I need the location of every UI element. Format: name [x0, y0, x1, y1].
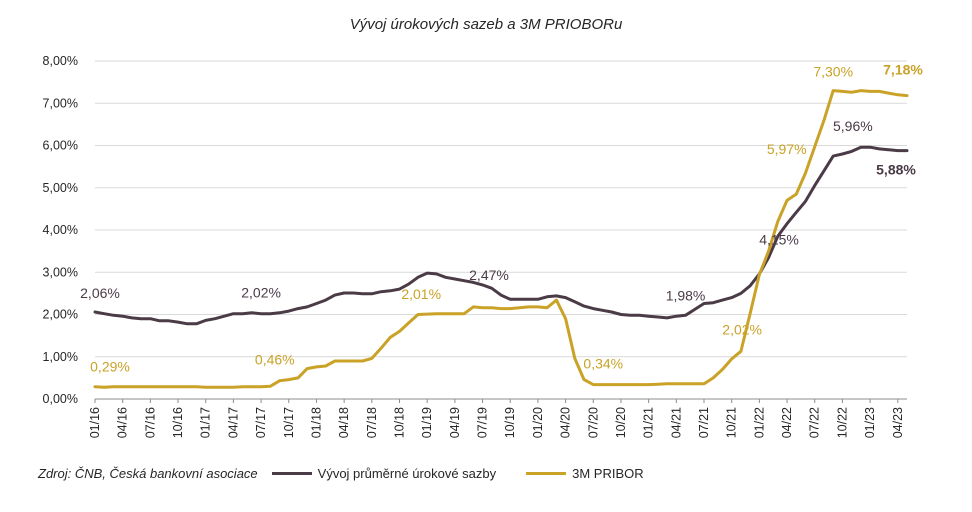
data-label: 2,02%	[722, 322, 762, 338]
legend-item-average-rate: Vývoj průměrné úrokové sazby	[271, 466, 497, 481]
x-tick-label: 07/20	[586, 407, 600, 438]
data-label: 5,96%	[833, 118, 873, 134]
y-tick-label: 1,00%	[43, 350, 78, 364]
x-tick-label: 07/19	[476, 407, 490, 438]
data-label: 7,30%	[813, 64, 853, 80]
x-tick-label: 10/17	[282, 407, 296, 438]
data-label: 4,15%	[759, 232, 799, 248]
x-tick-label: 04/20	[559, 407, 573, 438]
x-tick-label: 01/23	[863, 407, 877, 438]
data-label: 2,47%	[469, 267, 509, 283]
chart-title: Vývoj úrokových sazeb a 3M PRIOBORu	[349, 16, 623, 33]
x-tick-label: 01/17	[199, 407, 213, 438]
y-tick-label: 4,00%	[43, 223, 78, 237]
x-tick-label: 10/20	[614, 407, 628, 438]
y-tick-label: 5,00%	[43, 181, 78, 195]
x-tick-label: 04/16	[116, 407, 130, 438]
x-tick-label: 07/17	[254, 407, 268, 438]
data-label: 2,02%	[241, 285, 281, 301]
data-label: 5,88%	[876, 162, 916, 178]
x-tick-label: 04/23	[891, 407, 905, 438]
data-label: 2,01%	[401, 286, 441, 302]
x-tick-label: 04/19	[448, 407, 462, 438]
chart-footer: Zdroj: ČNB, Česká bankovní asociace Vývo…	[38, 466, 644, 481]
data-label: 2,06%	[80, 285, 120, 301]
y-tick-label: 7,00%	[43, 96, 78, 110]
x-tick-label: 07/18	[365, 407, 379, 438]
x-tick-label: 01/19	[420, 407, 434, 438]
legend-label-average-rate: Vývoj průměrné úrokové sazby	[317, 466, 497, 481]
x-tick-label: 01/16	[88, 407, 102, 438]
x-tick-label: 01/18	[309, 407, 323, 438]
series-line-pribor	[93, 89, 909, 389]
data-label: 0,34%	[583, 356, 623, 372]
x-tick-label: 01/21	[642, 407, 656, 438]
x-tick-label: 10/16	[171, 407, 185, 438]
data-label: 7,18%	[883, 62, 923, 78]
legend-label-pribor: 3M PRIBOR	[572, 466, 644, 481]
x-tick-label: 04/18	[337, 407, 351, 438]
x-tick-label: 10/21	[725, 407, 739, 438]
legend-swatch-pribor	[526, 472, 567, 475]
x-tick-label: 10/19	[503, 407, 517, 438]
y-tick-label: 0,00%	[43, 392, 78, 406]
data-label: 0,46%	[255, 352, 295, 368]
x-tick-label: 04/22	[780, 407, 794, 438]
y-tick-label: 2,00%	[43, 308, 78, 322]
x-tick-label: 04/17	[226, 407, 240, 438]
data-label: 1,98%	[666, 287, 706, 303]
legend-swatch-average-rate	[271, 472, 312, 475]
y-tick-label: 6,00%	[43, 139, 78, 153]
y-tick-label: 8,00%	[43, 54, 78, 68]
x-tick-label: 04/21	[669, 407, 683, 438]
series-line-average-rate	[93, 145, 909, 326]
data-label: 5,97%	[767, 141, 807, 157]
x-tick-label: 07/21	[697, 407, 711, 438]
x-tick-label: 10/22	[835, 407, 849, 438]
x-tick-label: 10/18	[393, 407, 407, 438]
x-tick-label: 07/22	[808, 407, 822, 438]
data-label: 0,29%	[90, 359, 130, 375]
x-tick-label: 01/22	[752, 407, 766, 438]
legend-item-pribor: 3M PRIBOR	[526, 466, 644, 481]
y-tick-label: 3,00%	[43, 265, 78, 279]
source-note: Zdroj: ČNB, Česká bankovní asociace	[38, 466, 258, 481]
x-tick-label: 01/20	[531, 407, 545, 438]
x-tick-label: 07/16	[143, 407, 157, 438]
